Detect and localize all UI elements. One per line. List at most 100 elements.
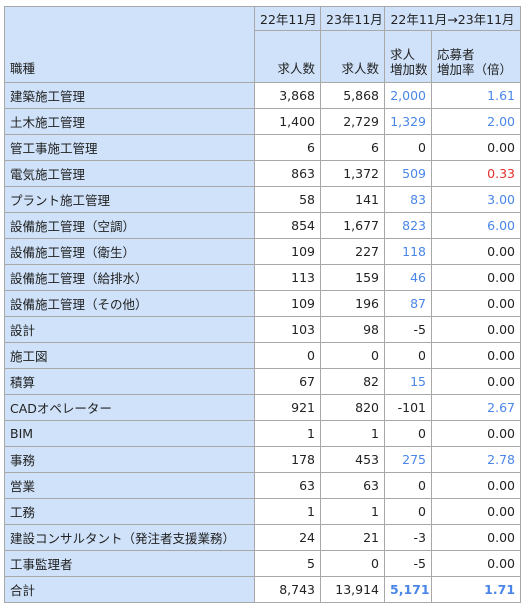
row-job-increase-cell: 5,171 [384,576,432,603]
row-applicant-rate-cell: 2.00 [430,108,522,135]
row-applicant-rate-cell: 3.00 [430,186,522,213]
row-jobs-nov22-cell: 863 [254,160,321,187]
row-category-cell: 設備施工管理（その他） [4,290,255,317]
row-category-cell: 事務 [4,446,255,473]
table-row: 設備施工管理（衛生） 109 227 118 0.00 [4,238,522,265]
row-category-cell: BIM [4,420,255,447]
row-job-increase-cell: 2,000 [384,82,432,109]
table-row: 土木施工管理 1,400 2,729 1,329 2.00 [4,108,522,135]
row-category-cell: 合計 [4,576,255,603]
row-category-cell: プラント施工管理 [4,186,255,213]
row-jobs-nov23-cell: 82 [320,368,385,395]
row-applicant-rate-cell: 0.00 [430,420,522,447]
row-jobs-nov22-cell: 3,868 [254,82,321,109]
row-category-cell: 積算 [4,368,255,395]
table-body: 建築施工管理 3,868 5,868 2,000 1.61 土木施工管理 1,400 2,72… [4,82,522,603]
header-job-increase-line2: 増加数 [390,62,428,77]
header-category: 職種 [4,6,255,83]
table-row: 工務 1 1 0 0.00 [4,498,522,525]
header-period-nov22: 22年11月 [254,6,321,31]
row-category-cell: 設計 [4,316,255,343]
row-category-cell: 建設コンサルタント（発注者支援業務） [4,524,255,551]
row-applicant-rate-cell: 0.00 [430,134,522,161]
row-applicant-rate-cell: 0.00 [430,498,522,525]
row-category-cell: 設備施工管理（空調） [4,212,255,239]
table-row: 営業 63 63 0 0.00 [4,472,522,499]
table-row: 積算 67 82 15 0.00 [4,368,522,395]
row-jobs-nov23-cell: 0 [320,342,385,369]
header-applicant-rate-line2: 増加率（倍） [437,62,513,77]
row-applicant-rate-cell: 0.00 [430,290,522,317]
row-category-cell: 工務 [4,498,255,525]
row-category-cell: 電気施工管理 [4,160,255,187]
row-applicant-rate-cell: 0.00 [430,316,522,343]
row-job-increase-cell: -5 [384,550,432,577]
row-jobs-nov22-cell: 8,743 [254,576,321,603]
row-applicant-rate-cell: 0.00 [430,550,522,577]
table-row: プラント施工管理 58 141 83 3.00 [4,186,522,213]
row-jobs-nov23-cell: 5,868 [320,82,385,109]
row-category-cell: CADオペレーター [4,394,255,421]
row-jobs-nov22-cell: 178 [254,446,321,473]
row-jobs-nov23-cell: 0 [320,550,385,577]
header-job-increase-line1: 求人 [390,47,416,62]
table-row: 電気施工管理 863 1,372 509 0.33 [4,160,522,187]
row-jobs-nov22-cell: 5 [254,550,321,577]
row-jobs-nov22-cell: 1 [254,498,321,525]
row-job-increase-cell: 118 [384,238,432,265]
table-row: 事務 178 453 275 2.78 [4,446,522,473]
row-jobs-nov23-cell: 227 [320,238,385,265]
row-jobs-nov22-cell: 109 [254,238,321,265]
row-jobs-nov23-cell: 1 [320,420,385,447]
row-job-increase-cell: 83 [384,186,432,213]
row-job-increase-cell: 46 [384,264,432,291]
row-category-cell: 工事監理者 [4,550,255,577]
row-job-increase-cell: 823 [384,212,432,239]
row-jobs-nov23-cell: 1,677 [320,212,385,239]
table-row: 設計 103 98 -5 0.00 [4,316,522,343]
row-jobs-nov22-cell: 6 [254,134,321,161]
row-category-cell: 土木施工管理 [4,108,255,135]
row-jobs-nov23-cell: 1 [320,498,385,525]
job-stats-table: 職種 22年11月 23年11月 22年11月→23年11月 求人数 求人数 求… [4,6,522,603]
row-jobs-nov22-cell: 67 [254,368,321,395]
row-jobs-nov23-cell: 6 [320,134,385,161]
table-row: 建築施工管理 3,868 5,868 2,000 1.61 [4,82,522,109]
row-applicant-rate-cell: 2.78 [430,446,522,473]
row-category-cell: 設備施工管理（衛生） [4,238,255,265]
row-jobs-nov22-cell: 58 [254,186,321,213]
row-job-increase-cell: 0 [384,420,432,447]
table-row: 合計 8,743 13,914 5,171 1.71 [4,576,522,603]
row-applicant-rate-cell: 0.00 [430,238,522,265]
row-jobs-nov23-cell: 21 [320,524,385,551]
row-job-increase-cell: 0 [384,134,432,161]
table-row: 建設コンサルタント（発注者支援業務） 24 21 -3 0.00 [4,524,522,551]
row-job-increase-cell: 275 [384,446,432,473]
row-applicant-rate-cell: 1.61 [430,82,522,109]
row-jobs-nov22-cell: 1,400 [254,108,321,135]
header-period-change: 22年11月→23年11月 [383,6,522,31]
table-row: BIM 1 1 0 0.00 [4,420,522,447]
row-jobs-nov22-cell: 1 [254,420,321,447]
row-jobs-nov22-cell: 103 [254,316,321,343]
row-job-increase-cell: -3 [384,524,432,551]
row-jobs-nov23-cell: 98 [320,316,385,343]
row-job-increase-cell: 0 [384,472,432,499]
row-jobs-nov23-cell: 820 [320,394,385,421]
row-applicant-rate-cell: 6.00 [430,212,522,239]
row-job-increase-cell: 87 [384,290,432,317]
row-jobs-nov23-cell: 63 [320,472,385,499]
row-applicant-rate-cell: 1.71 [430,576,522,603]
row-applicant-rate-cell: 2.67 [430,394,522,421]
row-jobs-nov23-cell: 196 [320,290,385,317]
row-jobs-nov23-cell: 141 [320,186,385,213]
table-row: CADオペレーター 921 820 -101 2.67 [4,394,522,421]
row-applicant-rate-cell: 0.00 [430,368,522,395]
header-applicant-rate: 応募者 増加率（倍） [430,30,522,83]
header-job-increase: 求人 増加数 [384,30,432,83]
row-jobs-nov22-cell: 0 [254,342,321,369]
row-job-increase-cell: -5 [384,316,432,343]
row-jobs-nov23-cell: 13,914 [320,576,385,603]
header-applicant-rate-line1: 応募者 [437,47,475,62]
row-category-cell: 建築施工管理 [4,82,255,109]
